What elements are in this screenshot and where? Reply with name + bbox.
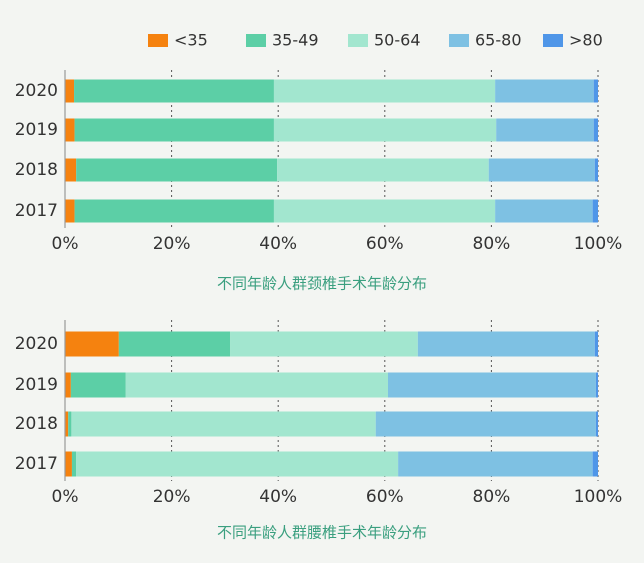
bar-segment [488,158,595,182]
chart-title: 不同年龄人群腰椎手术年龄分布 [217,524,427,542]
bar-segment [593,79,598,103]
legend-swatch [246,34,266,47]
bar-segment [65,331,119,357]
bar-segment [495,79,594,103]
bar-segment [592,199,598,223]
y-tick-label: 2020 [15,334,58,354]
y-tick-label: 2019 [15,375,58,395]
bar-segment [65,411,69,437]
bar-segment [273,79,496,103]
legend-swatch [543,34,563,47]
legend-swatch [449,34,469,47]
legend-label: 35-49 [272,31,319,50]
chart-title: 不同年龄人群颈椎手术年龄分布 [217,275,427,293]
bar-segment [595,411,598,437]
bar-segment [68,411,72,437]
y-tick-label: 2017 [15,201,58,221]
bar-segment [595,372,598,398]
x-tick-label: 0% [52,487,79,507]
legend-swatch [148,34,168,47]
bar-segment [76,451,399,477]
bar-segment [375,411,596,437]
bar-segment [71,411,376,437]
bar-segment [74,118,274,142]
bar-segment [594,158,598,182]
bar-segment [594,331,598,357]
legend-label: 65-80 [475,31,522,50]
bar-segment [387,372,596,398]
bar-segment [65,118,75,142]
bar-segment [65,158,77,182]
bar-segment [496,118,594,142]
x-tick-label: 60% [366,234,404,254]
bar-segment [495,199,593,223]
bar-segment [70,372,126,398]
bar-segment [71,451,77,477]
legend-label: >80 [569,31,603,50]
y-tick-label: 2017 [15,454,58,474]
bar-segment [273,199,496,223]
x-tick-label: 40% [259,234,297,254]
x-tick-label: 20% [153,234,191,254]
bar-segment [125,372,388,398]
bar-segment [74,199,274,223]
x-tick-label: 100% [574,487,623,507]
y-tick-label: 2018 [15,160,58,180]
x-tick-label: 20% [153,487,191,507]
bar-segment [65,451,72,477]
bar-segment [230,331,418,357]
bar-segment [398,451,593,477]
x-tick-label: 60% [366,487,404,507]
bar-segment [65,372,71,398]
x-tick-label: 100% [574,234,623,254]
y-tick-label: 2018 [15,414,58,434]
bar-segment [592,451,598,477]
bar-segment [417,331,595,357]
x-tick-label: 0% [52,234,79,254]
bar-segment [273,118,497,142]
x-tick-label: 80% [473,234,511,254]
bar-segment [593,118,598,142]
bar-segment [65,199,75,223]
y-tick-label: 2019 [15,120,58,140]
legend-label: 50-64 [374,31,421,50]
legend-label: <35 [174,31,208,50]
bar-segment [74,79,274,103]
x-tick-label: 80% [473,487,511,507]
y-tick-label: 2020 [15,81,58,101]
bar-segment [277,158,489,182]
bar-segment [118,331,231,357]
bar-segment [76,158,278,182]
legend-swatch [348,34,368,47]
x-tick-label: 40% [259,487,297,507]
bar-segment [65,79,75,103]
